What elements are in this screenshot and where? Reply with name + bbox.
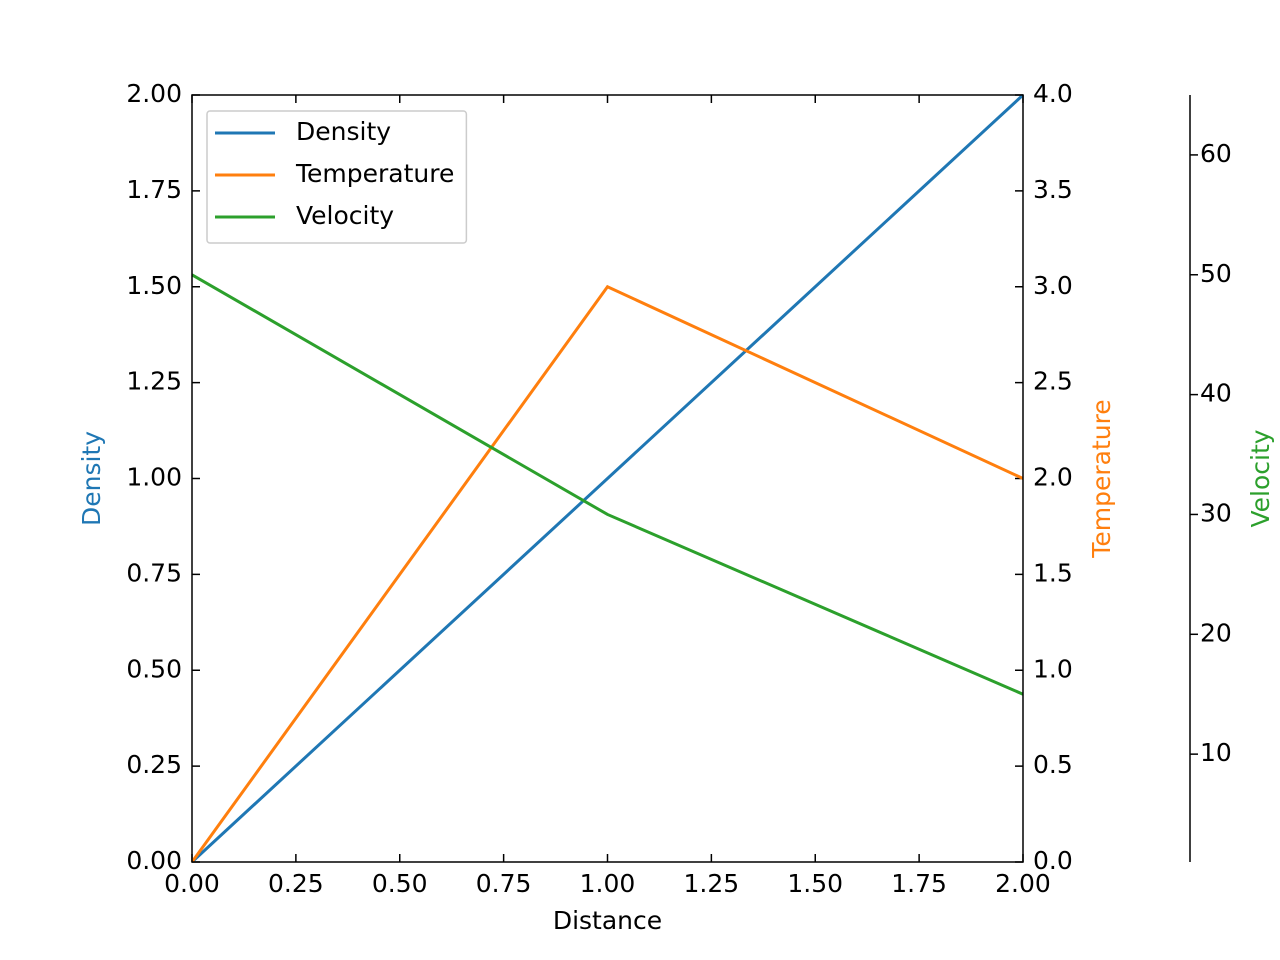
y2-tick-label: 3.0 <box>1033 271 1073 300</box>
legend: Density Temperature Velocity <box>206 110 468 244</box>
y3-tick-label: 10 <box>1200 738 1232 767</box>
y-tick-label: 1.00 <box>126 463 182 492</box>
y2-tick-label: 2.5 <box>1033 367 1073 396</box>
y-tick-label: 2.00 <box>126 79 182 108</box>
x-tick-label: 0.00 <box>164 869 220 898</box>
y3-tick-label: 30 <box>1200 498 1232 527</box>
y-tick-label: 1.75 <box>126 175 182 204</box>
x-tick-label: 2.00 <box>995 869 1051 898</box>
y3-tick-label: 40 <box>1200 379 1232 408</box>
y3-axis-label: Velocity <box>1246 429 1275 527</box>
y-tick-label: 0.75 <box>126 558 182 587</box>
x-tick-label: 0.25 <box>268 869 324 898</box>
y-tick-label: 1.25 <box>126 367 182 396</box>
series-line <box>190 93 1025 864</box>
x-tick-label: 0.50 <box>372 869 428 898</box>
x-tick-label: 1.50 <box>787 869 843 898</box>
legend-label: Temperature <box>295 159 454 188</box>
y3-tick-label: 60 <box>1200 139 1232 168</box>
y3-tick-label: 20 <box>1200 618 1232 647</box>
x-tick-label: 1.00 <box>580 869 636 898</box>
plot-frame <box>191 94 1024 863</box>
y-tick-label: 0.50 <box>126 654 182 683</box>
y2-tick-label: 3.5 <box>1033 175 1073 204</box>
y2-tick-label: 1.5 <box>1033 558 1073 587</box>
y2-axis-label: Temperature <box>1087 399 1116 558</box>
x-tick-label: 1.25 <box>684 869 740 898</box>
legend-label: Velocity <box>296 201 394 230</box>
y2-tick-label: 4.0 <box>1033 79 1073 108</box>
x-tick-label: 0.75 <box>476 869 532 898</box>
y-tick-label: 0.00 <box>126 846 182 875</box>
y2-tick-label: 2.0 <box>1033 463 1073 492</box>
x-axis-label: Distance <box>553 906 662 935</box>
y2-tick-label: 0.0 <box>1033 846 1073 875</box>
series-line <box>190 284 1024 863</box>
y-axis-label: Density <box>77 431 106 526</box>
y-tick-label: 1.50 <box>126 271 182 300</box>
y2-tick-label: 0.5 <box>1033 750 1073 779</box>
x-tick-label: 1.75 <box>891 869 947 898</box>
y2-tick-label: 1.0 <box>1033 654 1073 683</box>
legend-box <box>206 110 468 244</box>
series-line <box>191 273 1024 696</box>
y-tick-label: 0.25 <box>126 750 182 779</box>
y3-tick-label: 50 <box>1200 259 1232 288</box>
legend-label: Density <box>296 117 391 146</box>
